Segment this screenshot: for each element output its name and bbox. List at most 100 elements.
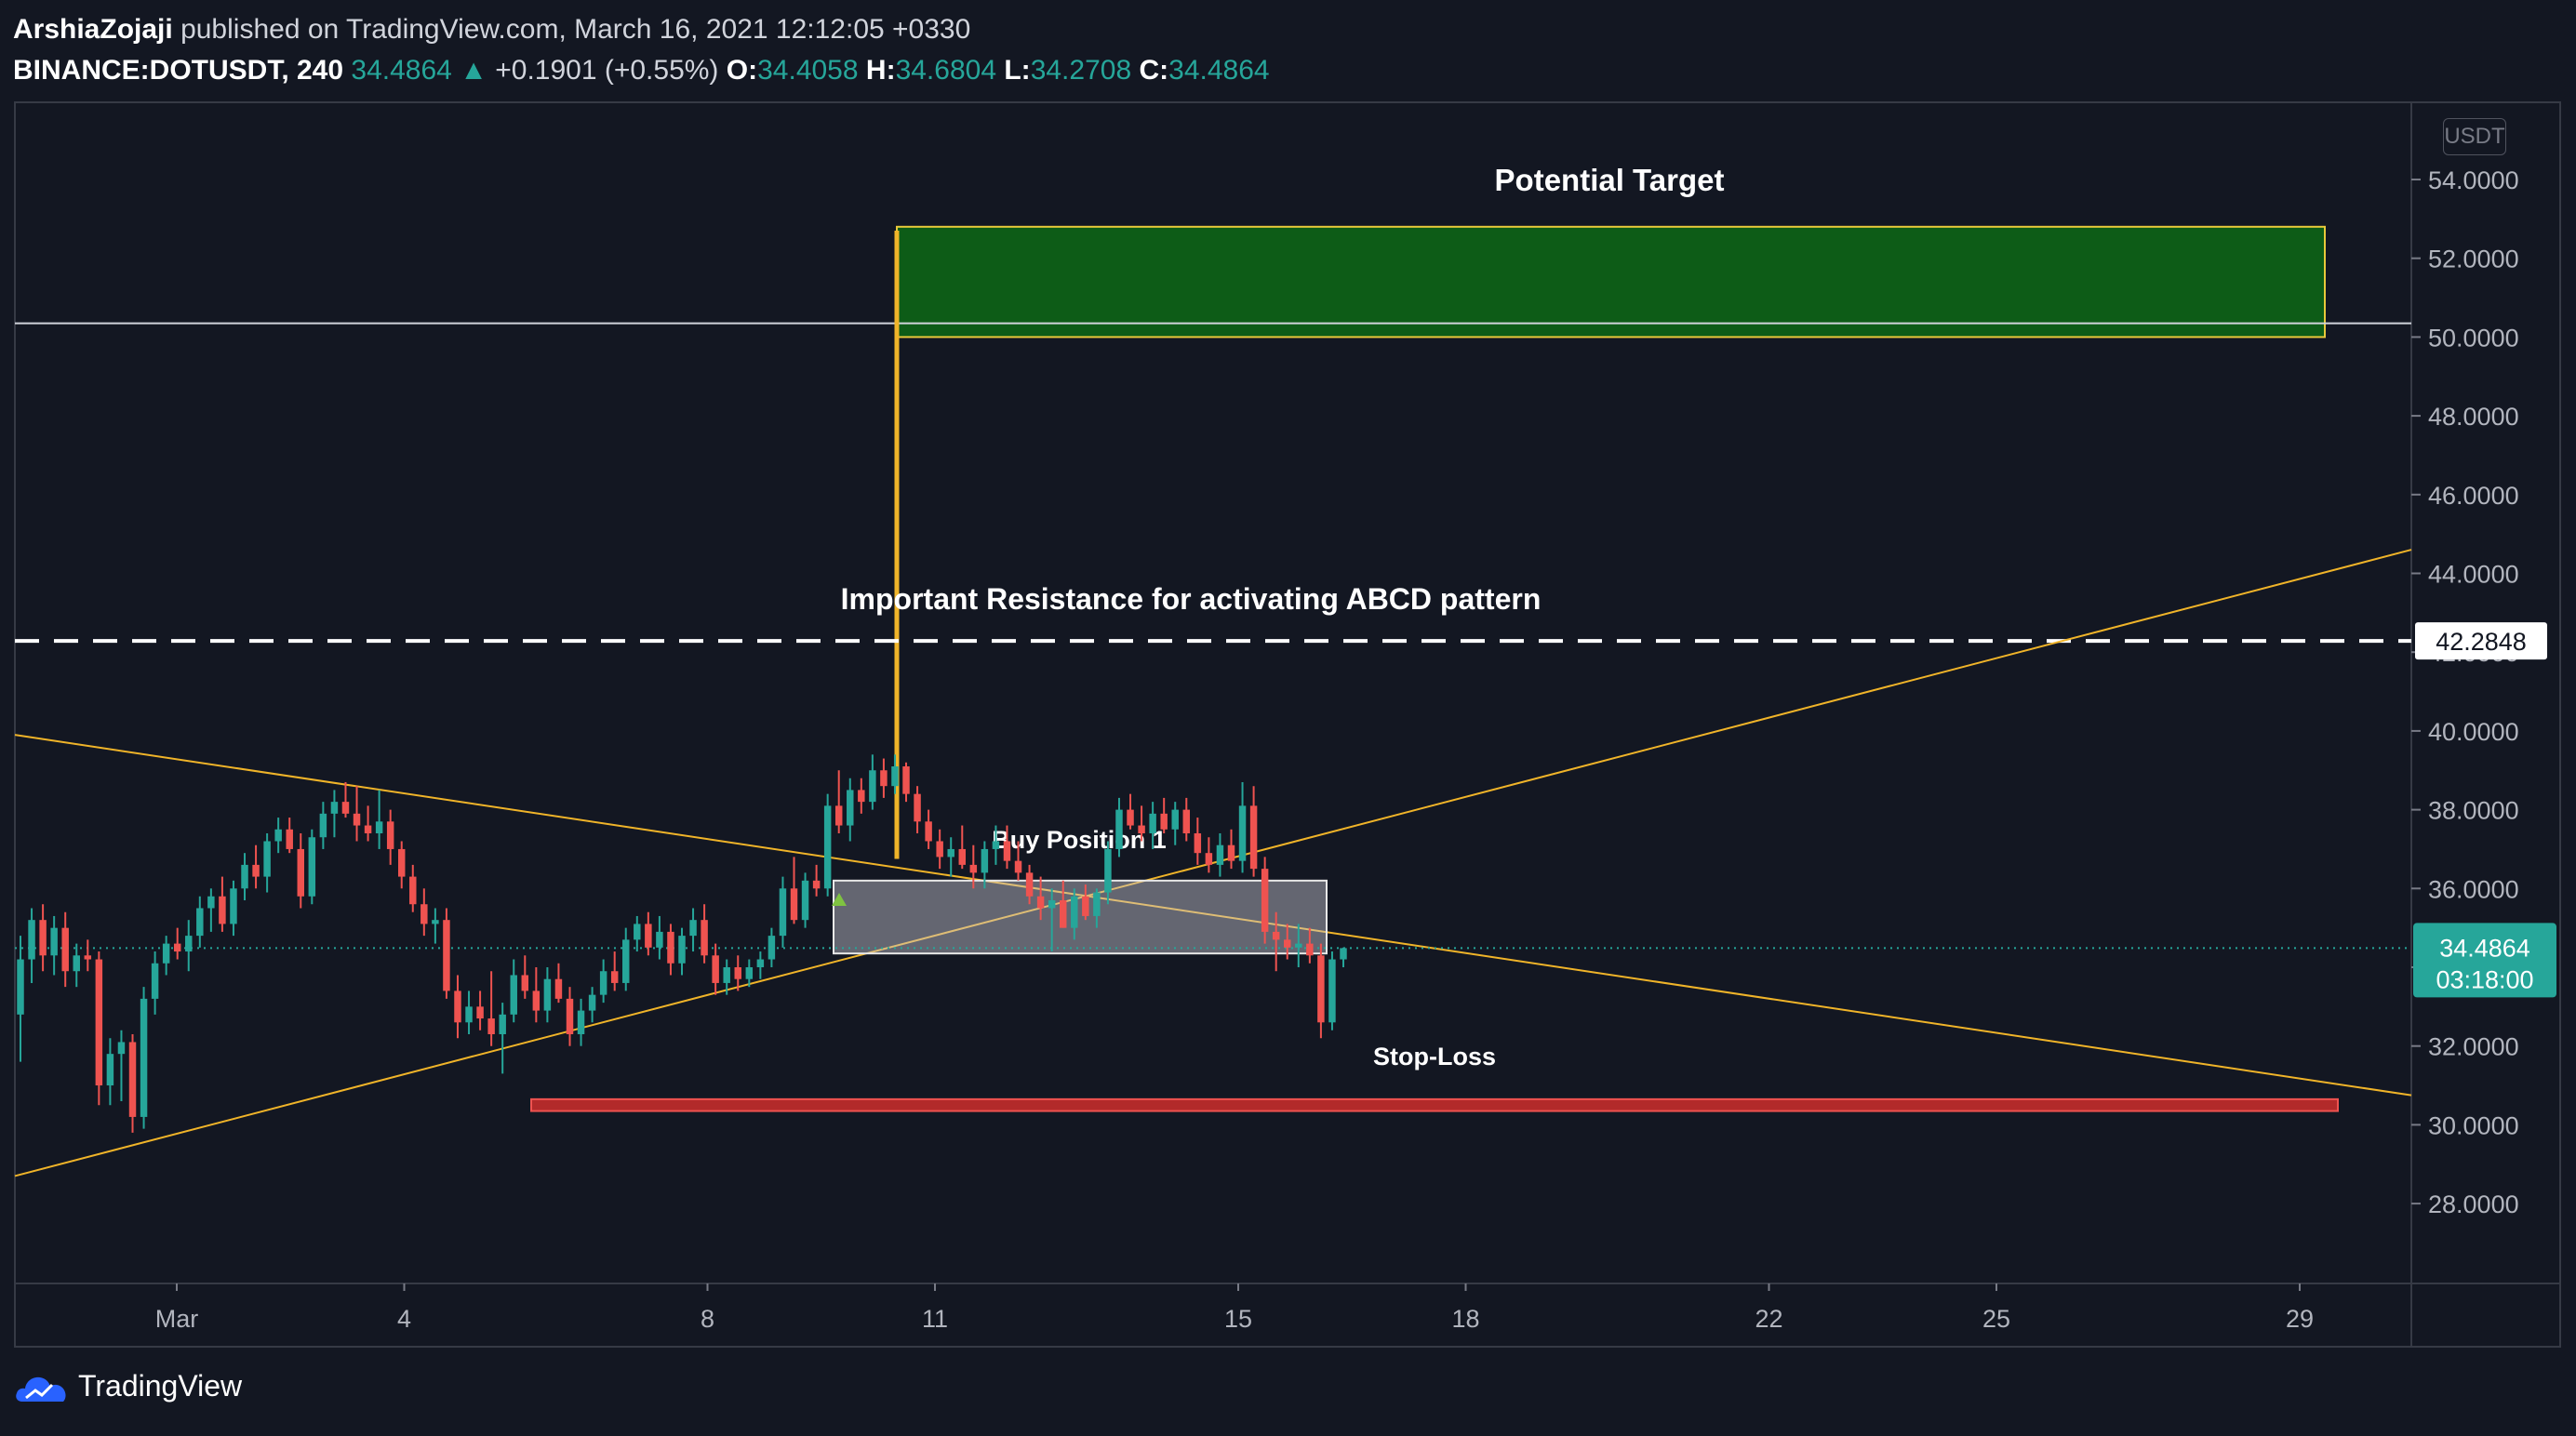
candle-body xyxy=(521,975,529,991)
candle-body xyxy=(420,904,428,924)
candle-body xyxy=(610,971,619,983)
candle-body xyxy=(634,924,641,940)
ascending-trendline xyxy=(14,549,2412,1177)
candle-body xyxy=(1082,896,1089,916)
candle-body xyxy=(39,920,47,956)
candle-body xyxy=(936,841,943,858)
candle-body xyxy=(443,920,450,991)
candle-body xyxy=(779,888,787,937)
y-tick-label: 28.0000 xyxy=(2428,1190,2519,1218)
candle-body xyxy=(723,967,730,983)
candle-body xyxy=(532,991,541,1011)
x-tick-label: 8 xyxy=(701,1305,714,1333)
candle-body xyxy=(151,963,159,999)
candle-body xyxy=(1295,943,1302,948)
target-zone xyxy=(896,225,2326,339)
candle-body xyxy=(386,821,394,849)
candle-body xyxy=(196,908,204,937)
candle-body xyxy=(689,920,697,937)
open-value: 34.4058 xyxy=(757,55,859,86)
tradingview-logo-icon xyxy=(16,1376,66,1402)
candle-body xyxy=(847,790,854,826)
candle-body xyxy=(992,841,1000,849)
candle-body xyxy=(274,829,282,842)
candle-body xyxy=(364,825,372,834)
candle-body xyxy=(263,841,271,877)
candle-body xyxy=(1317,955,1325,1023)
y-tick-label: 40.0000 xyxy=(2428,718,2519,746)
stop-loss-label: Stop-Loss xyxy=(1373,1043,1496,1070)
resistance-price-tag xyxy=(2415,622,2547,660)
candle-body xyxy=(140,998,148,1117)
candle-body xyxy=(487,1018,495,1034)
publish-line: ArshiaZojaji published on TradingView.co… xyxy=(13,9,1270,50)
candle-body xyxy=(1115,809,1123,849)
y-tick-label: 36.0000 xyxy=(2428,875,2519,903)
candle-body xyxy=(432,920,439,924)
y-tick-label: 48.0000 xyxy=(2428,403,2519,431)
candle-body xyxy=(734,967,741,979)
candle-body xyxy=(286,829,293,849)
candle-body xyxy=(981,848,989,873)
author-name[interactable]: ArshiaZojaji xyxy=(13,14,173,45)
candle-body xyxy=(476,1006,484,1019)
close-label: C: xyxy=(1139,55,1169,86)
chart-frame xyxy=(14,101,2561,1348)
candle-body xyxy=(701,920,708,956)
candle-body xyxy=(353,813,361,826)
candle-body xyxy=(1093,892,1101,916)
last-price: 34.4864 xyxy=(351,55,452,86)
candle-body xyxy=(465,1006,473,1023)
candle-body xyxy=(667,931,674,964)
candle-body xyxy=(1340,948,1347,960)
x-tick-label: 25 xyxy=(1982,1305,2010,1333)
candle-body xyxy=(891,766,899,787)
x-tick-label: 18 xyxy=(1451,1305,1479,1333)
candle-body xyxy=(566,998,574,1034)
candle-body xyxy=(834,805,843,826)
candle-body xyxy=(645,924,652,948)
y-tick-label: 54.0000 xyxy=(2428,166,2519,194)
candle-body xyxy=(577,1010,585,1034)
candle-body xyxy=(28,920,35,960)
currency-unit-box[interactable]: USDT xyxy=(2443,118,2506,155)
candle-body xyxy=(1014,860,1022,873)
x-tick-label: 11 xyxy=(922,1305,948,1333)
candle-body xyxy=(162,943,170,964)
high-label: H: xyxy=(865,55,896,86)
candle-body xyxy=(61,927,69,972)
footer-brand[interactable]: TradingView xyxy=(15,1369,242,1403)
candle-body xyxy=(712,955,719,983)
candle-body xyxy=(330,802,339,814)
stop-loss-zone xyxy=(530,1097,2339,1112)
candle-body xyxy=(678,936,686,964)
x-tick-label: 4 xyxy=(397,1305,411,1333)
candle-body xyxy=(969,864,978,873)
candle-body xyxy=(858,790,865,803)
close-value: 34.4864 xyxy=(1168,55,1270,86)
candle-body xyxy=(1059,900,1067,928)
candle-body xyxy=(319,813,327,838)
candle-body xyxy=(510,975,517,1015)
candle-body xyxy=(230,888,237,924)
candle-body xyxy=(925,821,932,842)
candle-body xyxy=(1048,900,1056,909)
candle-body xyxy=(1306,943,1314,956)
candle-body xyxy=(1205,853,1213,865)
candle-body xyxy=(1261,869,1269,932)
candle-body xyxy=(454,991,461,1023)
candle-body xyxy=(1127,809,1134,826)
candle-body xyxy=(185,936,193,952)
y-tick-label: 32.0000 xyxy=(2428,1033,2519,1061)
candle-body xyxy=(543,978,552,1011)
candle-body xyxy=(73,955,80,972)
candle-body xyxy=(1025,872,1034,897)
high-value: 34.6804 xyxy=(895,55,997,86)
buy-marker xyxy=(832,893,847,906)
candle-body xyxy=(106,1054,114,1086)
y-tick-label: 52.0000 xyxy=(2428,246,2519,273)
buy-label: Buy Position 1 xyxy=(992,826,1167,854)
candle-body xyxy=(767,936,776,960)
candle-body xyxy=(241,864,248,889)
